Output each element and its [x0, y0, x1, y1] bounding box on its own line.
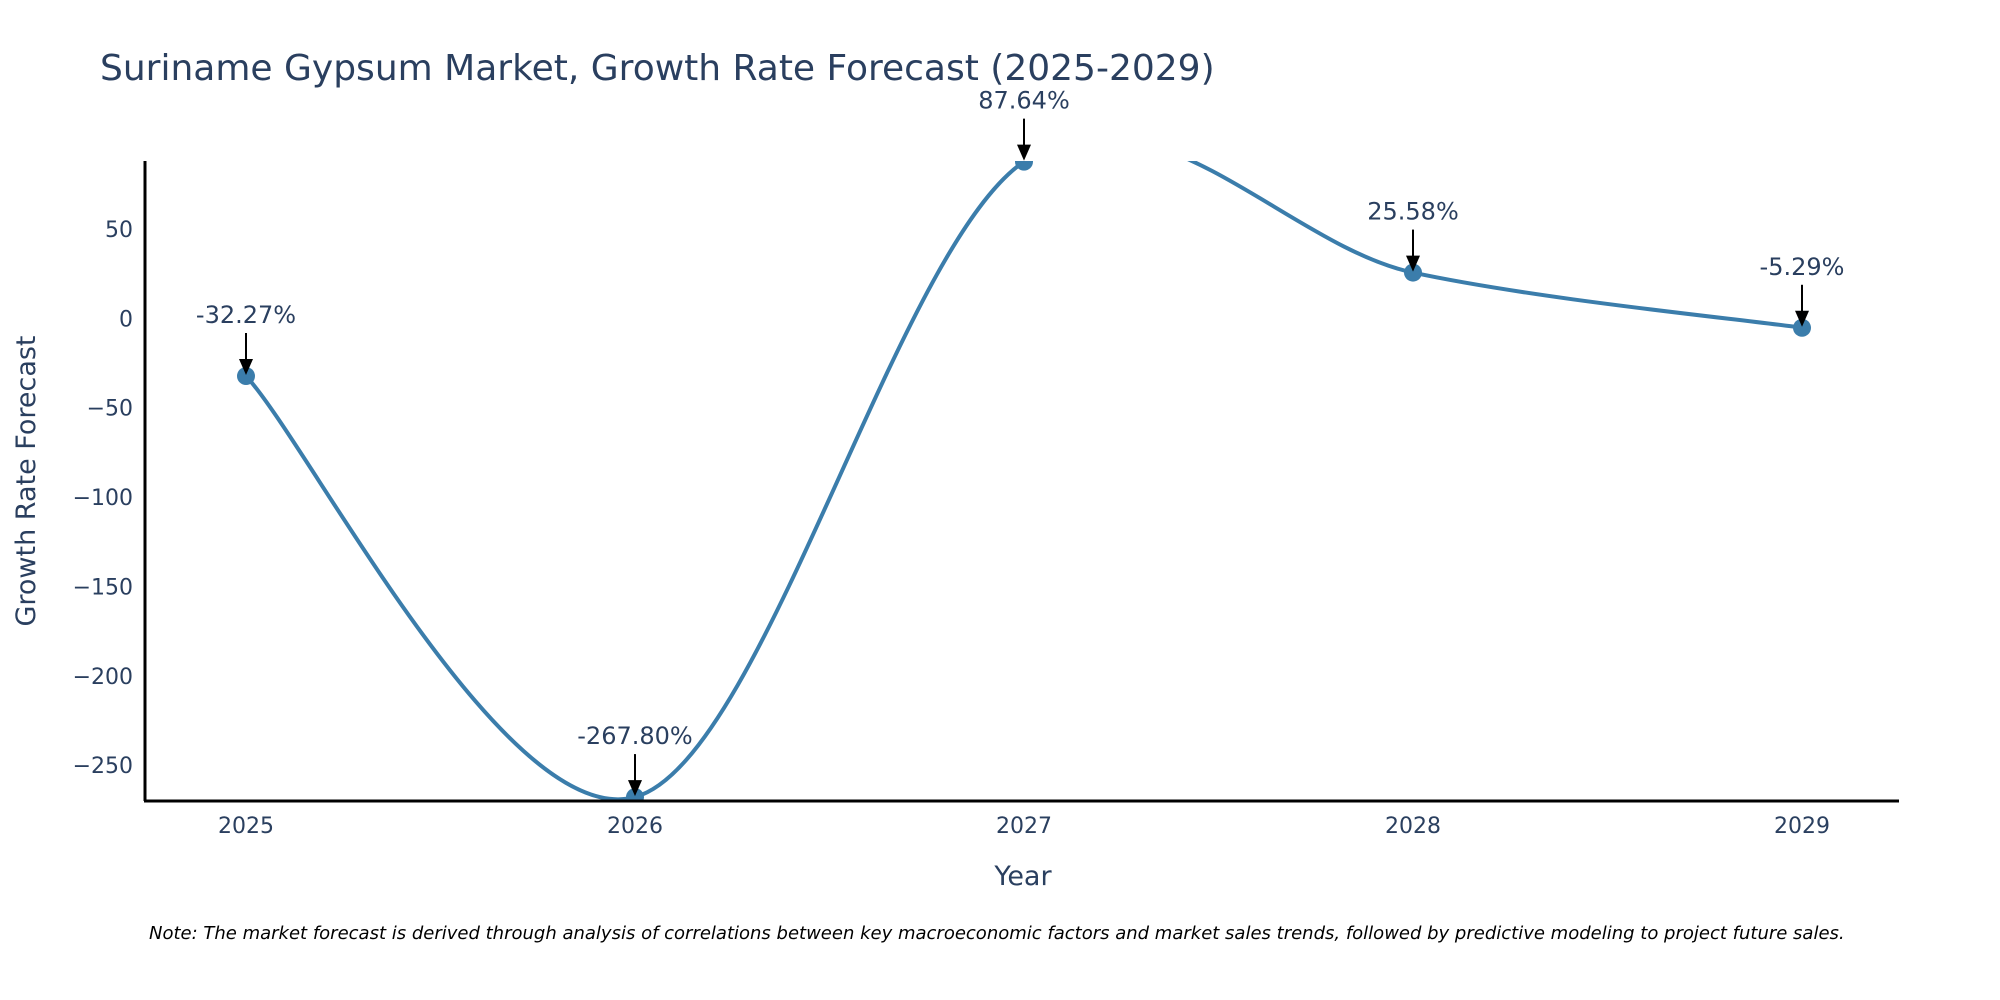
annotation-arrow-head: [1406, 255, 1420, 272]
data-markers: [237, 161, 1811, 801]
x-tick-label: 2025: [218, 814, 274, 839]
y-axis-ticks: 50 0 −50 −100 −150 −200 −250: [73, 218, 133, 779]
y-tick-label: −200: [73, 665, 133, 690]
annotation-arrow-head: [628, 780, 642, 797]
chart-title: Suriname Gypsum Market, Growth Rate Fore…: [100, 48, 1215, 89]
data-point: [237, 367, 255, 386]
annotation-arrow-head: [1017, 144, 1031, 161]
y-tick-label: −50: [87, 397, 133, 422]
series-line: [244, 161, 1803, 801]
x-tick-label: 2028: [1385, 814, 1441, 839]
y-tick-label: −100: [73, 486, 133, 511]
x-axis-ticks: 2025 2026 2027 2028 2029: [218, 814, 1830, 839]
x-tick-label: 2029: [1774, 814, 1830, 839]
y-tick-label: 50: [105, 218, 133, 243]
y-axis-title: Growth Rate Forecast: [11, 335, 42, 626]
footnote: Note: The market forecast is derived thr…: [149, 923, 1845, 944]
data-point: [1015, 161, 1033, 171]
data-label: 25.58%: [1367, 198, 1459, 226]
data-point: [1404, 263, 1422, 282]
plot-area: [237, 161, 1811, 801]
annotation-arrow-head: [1795, 310, 1809, 327]
y-tick-label: 0: [119, 307, 133, 332]
data-annotations: -32.27% -267.80% 87.64% 25.58% -5.29%: [196, 87, 1845, 797]
x-tick-label: 2027: [996, 814, 1052, 839]
data-point: [1793, 318, 1811, 337]
x-axis-title: Year: [993, 861, 1052, 892]
data-label: 87.64%: [978, 87, 1070, 115]
annotation-arrow-head: [239, 359, 253, 376]
x-tick-label: 2026: [607, 814, 663, 839]
y-tick-label: −250: [73, 754, 133, 779]
data-label: -5.29%: [1760, 253, 1845, 281]
y-tick-label: −150: [73, 575, 133, 600]
data-label: -32.27%: [196, 301, 296, 329]
data-label: -267.80%: [577, 722, 692, 750]
